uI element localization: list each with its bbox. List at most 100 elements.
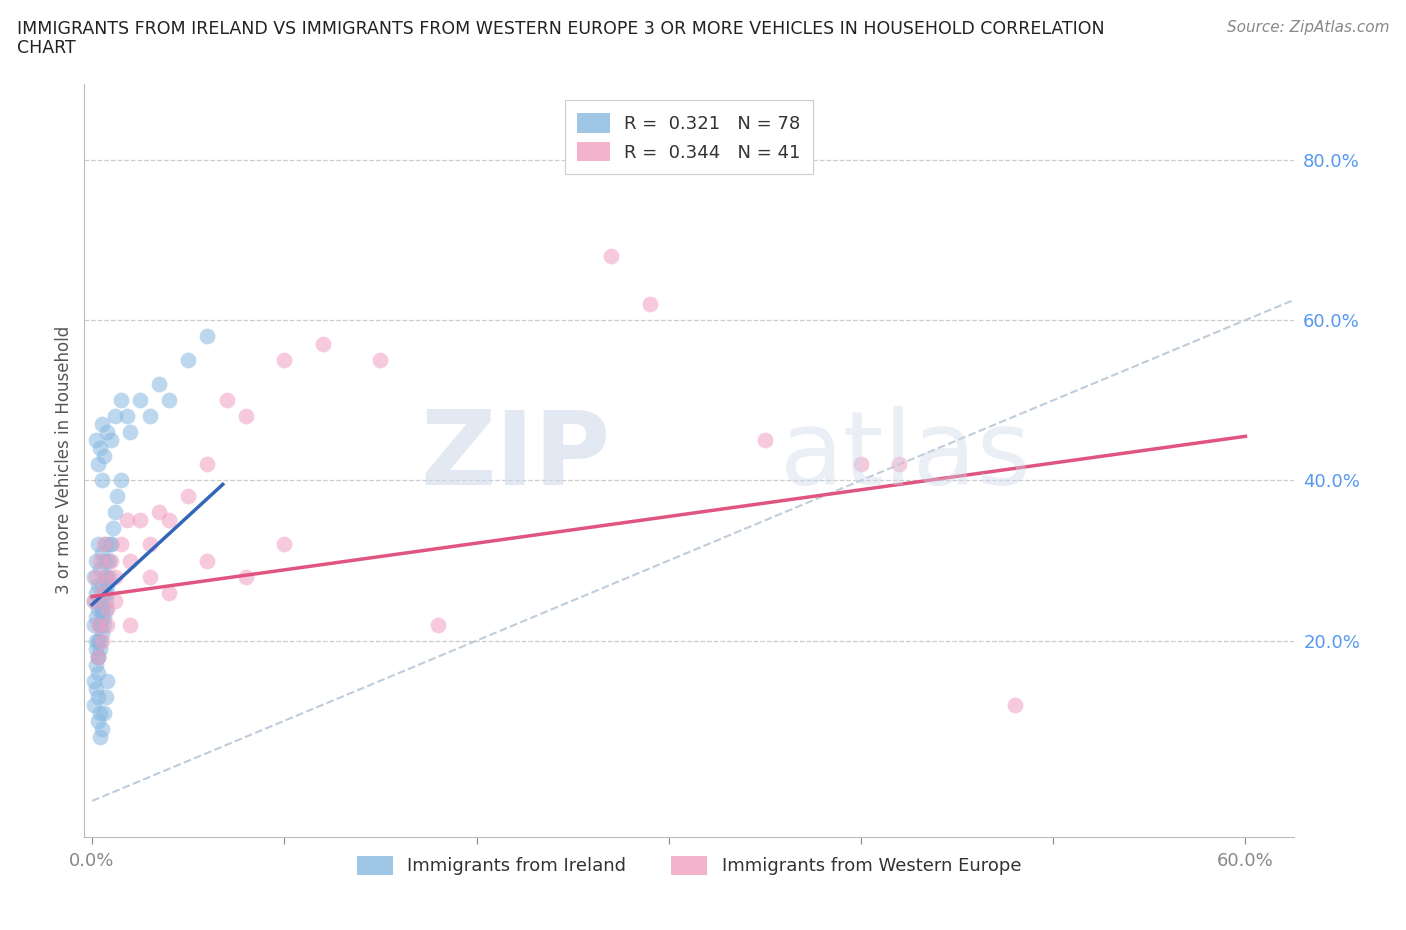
Point [87, 689, 110, 704]
Point [96, 553, 118, 568]
Point [100, 553, 122, 568]
Point [120, 425, 142, 440]
Legend: Immigrants from Ireland, Immigrants from Western Europe: Immigrants from Ireland, Immigrants from… [347, 846, 1031, 884]
Point [93, 553, 115, 568]
Point [94, 569, 117, 584]
Point [157, 513, 180, 528]
Point [120, 553, 142, 568]
Point [87, 537, 110, 551]
Point [98, 553, 121, 568]
Point [84, 642, 107, 657]
Point [115, 409, 138, 424]
Point [110, 392, 132, 407]
Point [87, 601, 110, 616]
Point [90, 473, 112, 488]
Point [138, 409, 160, 424]
Point [100, 537, 122, 551]
Point [90, 545, 112, 560]
Point [94, 601, 117, 616]
Point [1004, 698, 1026, 712]
Point [273, 537, 295, 551]
Point [138, 537, 160, 551]
Point [89, 561, 111, 576]
Point [90, 601, 112, 616]
Point [93, 705, 115, 720]
Point [89, 618, 111, 632]
Point [120, 618, 142, 632]
Point [110, 537, 132, 551]
Point [754, 432, 776, 447]
Point [87, 649, 110, 664]
Point [84, 658, 107, 672]
Point [93, 585, 115, 600]
Point [129, 392, 152, 407]
Point [197, 328, 219, 343]
Point [87, 618, 110, 632]
Text: Source: ZipAtlas.com: Source: ZipAtlas.com [1226, 20, 1389, 35]
Point [89, 633, 111, 648]
Point [90, 633, 112, 648]
Point [197, 553, 219, 568]
Point [115, 513, 138, 528]
Point [90, 625, 112, 640]
Point [96, 601, 118, 616]
Point [89, 642, 111, 657]
Point [83, 698, 105, 712]
Point [177, 352, 200, 367]
Point [90, 578, 112, 592]
Point [90, 601, 112, 616]
Point [90, 585, 112, 600]
Point [83, 673, 105, 688]
Point [215, 392, 238, 407]
Point [87, 578, 110, 592]
Point [312, 337, 335, 352]
Point [177, 489, 200, 504]
Point [93, 618, 115, 632]
Point [83, 593, 105, 608]
Text: atlas: atlas [780, 406, 1032, 507]
Point [93, 585, 115, 600]
Point [84, 682, 107, 697]
Point [273, 352, 295, 367]
Point [84, 432, 107, 447]
Point [148, 505, 170, 520]
Point [87, 457, 110, 472]
Point [129, 513, 152, 528]
Point [84, 585, 107, 600]
Point [103, 521, 125, 536]
Point [84, 609, 107, 624]
Point [90, 417, 112, 432]
Point [235, 569, 257, 584]
Point [83, 569, 105, 584]
Text: CHART: CHART [17, 39, 76, 57]
Point [98, 569, 121, 584]
Point [427, 618, 450, 632]
Point [94, 569, 117, 584]
Point [87, 665, 110, 680]
Point [157, 392, 180, 407]
Point [84, 569, 107, 584]
Point [370, 352, 392, 367]
Point [87, 649, 110, 664]
Point [197, 457, 219, 472]
Point [96, 578, 118, 592]
Point [89, 593, 111, 608]
Point [84, 633, 107, 648]
Point [94, 569, 117, 584]
Point [638, 297, 661, 312]
Point [93, 609, 115, 624]
Point [889, 457, 911, 472]
Point [96, 425, 118, 440]
Point [849, 457, 872, 472]
Point [87, 713, 110, 728]
Point [104, 569, 127, 584]
Point [89, 618, 111, 632]
Point [90, 609, 112, 624]
Point [87, 633, 110, 648]
Point [100, 432, 122, 447]
Point [157, 585, 180, 600]
Point [83, 618, 105, 632]
Text: IMMIGRANTS FROM IRELAND VS IMMIGRANTS FROM WESTERN EUROPE 3 OR MORE VEHICLES IN : IMMIGRANTS FROM IRELAND VS IMMIGRANTS FR… [17, 20, 1105, 38]
Point [83, 593, 105, 608]
Point [94, 689, 117, 704]
